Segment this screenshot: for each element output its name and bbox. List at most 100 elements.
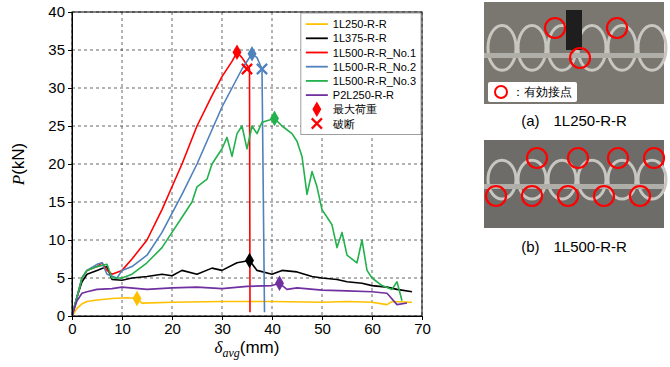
tick-label: 0 [57,307,65,324]
photo-caption-title: 1L250-R-R [553,112,627,129]
chart-svg: 0102030405060700510152025303540δavg(mm)P… [0,0,670,367]
tick: 40 [264,316,281,337]
tick-mark [68,240,72,241]
photo-detail [638,25,666,70]
contact-circle [522,186,542,206]
plot-frame [72,12,422,316]
series-line [72,283,407,316]
legend-label: P2L250-R-R [333,89,394,101]
max-load-marker [133,291,142,307]
legend-label: 最大荷重 [333,103,377,115]
contact-circle [486,186,506,206]
tick-mark [68,88,72,89]
tick-label: 70 [414,320,431,337]
tick: 15 [48,193,72,210]
max-load-marker [245,253,254,269]
contact-circle [594,186,614,206]
y-title-unit: (kN) [9,143,28,175]
tick: 25 [48,117,72,134]
tick-mark [68,50,72,51]
photo-legend-swatch [495,86,507,98]
tick: 30 [214,316,231,337]
legend-swatch [306,23,328,25]
photo-panel: ：有効接点 (a)1L250-R-R [484,2,666,129]
tick-mark [68,316,72,317]
tick: 70 [414,316,431,337]
max-load-marker [270,111,279,127]
contact-circle [570,48,590,68]
photo-detail [518,25,546,70]
tick: 50 [314,316,331,337]
tick-label: 25 [48,117,65,134]
legend-label: 破断 [332,118,355,130]
contact-circle [545,18,565,38]
tick-mark [68,126,72,127]
tick-label: 60 [364,320,381,337]
photo-caption: (a)1L250-R-R [521,112,627,129]
photo-detail [488,160,516,199]
photo-detail [608,25,636,70]
tick-label: 50 [314,320,331,337]
legend-swatch [312,102,321,118]
tick: 0 [68,316,76,337]
photo [484,140,664,228]
legend-swatch [306,37,328,39]
tick: 5 [57,269,72,286]
tick: 10 [48,231,72,248]
tick: 30 [48,79,72,96]
legend-box [301,13,421,135]
tick: 60 [364,316,381,337]
legend-label: 1L500-R-R_No.2 [333,61,416,73]
tick-label: 35 [48,41,65,58]
grid-line-y [72,164,422,165]
photo-legend-label: ：有効接点 [512,85,572,99]
contact-circle [608,148,628,168]
tick: 10 [114,316,131,337]
x-title-unit: (mm) [240,338,280,357]
legend-swatch [306,80,328,82]
legend-swatch [312,118,322,128]
legend-swatch [306,66,328,68]
y-title-symbol: P [9,175,28,186]
legend-label: 1L250-R-R [333,18,387,30]
photo-panel: (b)1L500-R-R [484,140,666,255]
tick-label: 15 [48,193,65,210]
tick-label: 10 [48,231,65,248]
grid [72,12,422,316]
legend-label: 1L500-R-R_No.1 [333,47,416,59]
max-load-marker [275,276,284,292]
photo-detail [488,25,516,70]
x-axis-title: δavg(mm) [215,338,280,360]
y-axis-title: P(kN) [9,143,28,187]
grid-line-x [172,12,173,316]
tick: 20 [48,155,72,172]
tick-mark [68,202,72,203]
tick-label: 40 [48,3,65,20]
photo-caption: (b)1L500-R-R [521,238,627,255]
tick-label: 20 [48,155,65,172]
contact-circle [558,186,578,206]
tick-label: 5 [57,269,65,286]
series-line [72,52,250,316]
legend-swatch [306,52,328,54]
photo [484,2,664,104]
tick: 40 [48,3,72,20]
x-axis: 0 10 20 30 40 50 60 70 [68,316,431,337]
series-line [72,54,265,316]
contact-circle [568,148,588,168]
series-line [72,118,402,316]
contact-circle [527,148,547,168]
legend-swatch [306,94,328,96]
legend-label: 1L375-R-R [333,32,387,44]
y-axis: 0 5 10 15 20 25 30 35 40 [48,3,72,324]
plot-background [72,12,422,316]
tick-mark [68,12,72,13]
tick-label: 0 [68,320,76,337]
fracture-marker [257,64,267,74]
chart-root: 0102030405060700510152025303540δavg(mm)P… [0,0,670,367]
photo-detail [566,10,582,50]
max-load-marker [248,46,257,62]
tick: 20 [164,316,181,337]
series-line [72,298,412,316]
legend: 1L250-R-R 1L375-R-R 1L500-R-R_No.1 1L500-R-… [301,13,421,135]
